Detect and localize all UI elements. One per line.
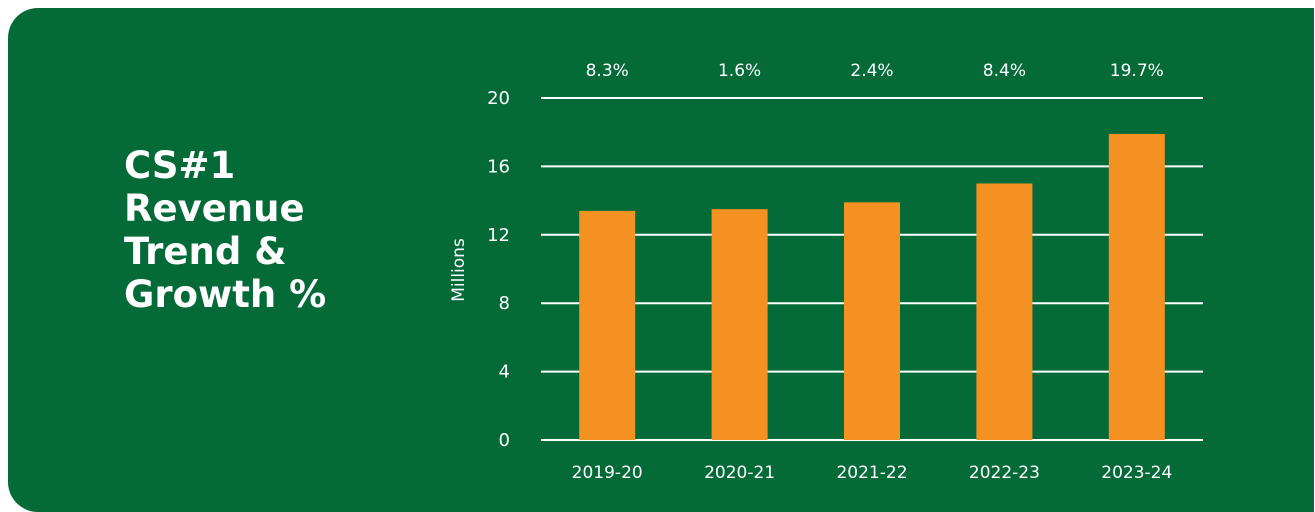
bar-2023-24 xyxy=(1108,133,1165,440)
title-line-3: Trend & xyxy=(124,230,287,273)
x-tick-label: 2023-24 xyxy=(1101,463,1172,483)
chart-title: CS#1 Revenue Trend & Growth % xyxy=(124,144,424,316)
x-tick-label: 2019-20 xyxy=(572,463,643,483)
bar-2022-23 xyxy=(976,183,1033,440)
chart-card: CS#1 Revenue Trend & Growth % xyxy=(8,8,1314,512)
growth-label: 8.4% xyxy=(983,61,1026,81)
growth-label: 8.3% xyxy=(586,61,629,81)
y-tick-label: 20 xyxy=(487,88,510,109)
y-axis-label: Millions xyxy=(449,238,469,302)
y-tick-label: 0 xyxy=(499,430,510,451)
title-line-4: Growth % xyxy=(124,273,327,316)
labels: 0 4 8 12 16 20 2019-20 8.3% 2020-21 1.6% 2021-22 2.… xyxy=(487,61,1172,483)
bar-2020-21 xyxy=(711,209,768,440)
growth-label: 2.4% xyxy=(850,61,893,81)
y-tick-label: 4 xyxy=(499,362,510,383)
y-tick-label: 8 xyxy=(499,293,510,314)
bars xyxy=(579,133,1165,440)
title-line-2: Revenue xyxy=(124,187,305,230)
bar-2021-22 xyxy=(844,202,900,440)
bar-2019-20 xyxy=(579,210,636,440)
y-tick-label: 16 xyxy=(487,156,510,177)
growth-label: 19.7% xyxy=(1110,61,1164,81)
x-tick-label: 2021-22 xyxy=(836,463,907,483)
x-tick-label: 2020-21 xyxy=(704,463,775,483)
growth-label: 1.6% xyxy=(718,61,761,81)
y-tick-label: 12 xyxy=(487,225,510,246)
x-tick-label: 2022-23 xyxy=(969,463,1040,483)
title-line-1: CS#1 xyxy=(124,144,236,187)
